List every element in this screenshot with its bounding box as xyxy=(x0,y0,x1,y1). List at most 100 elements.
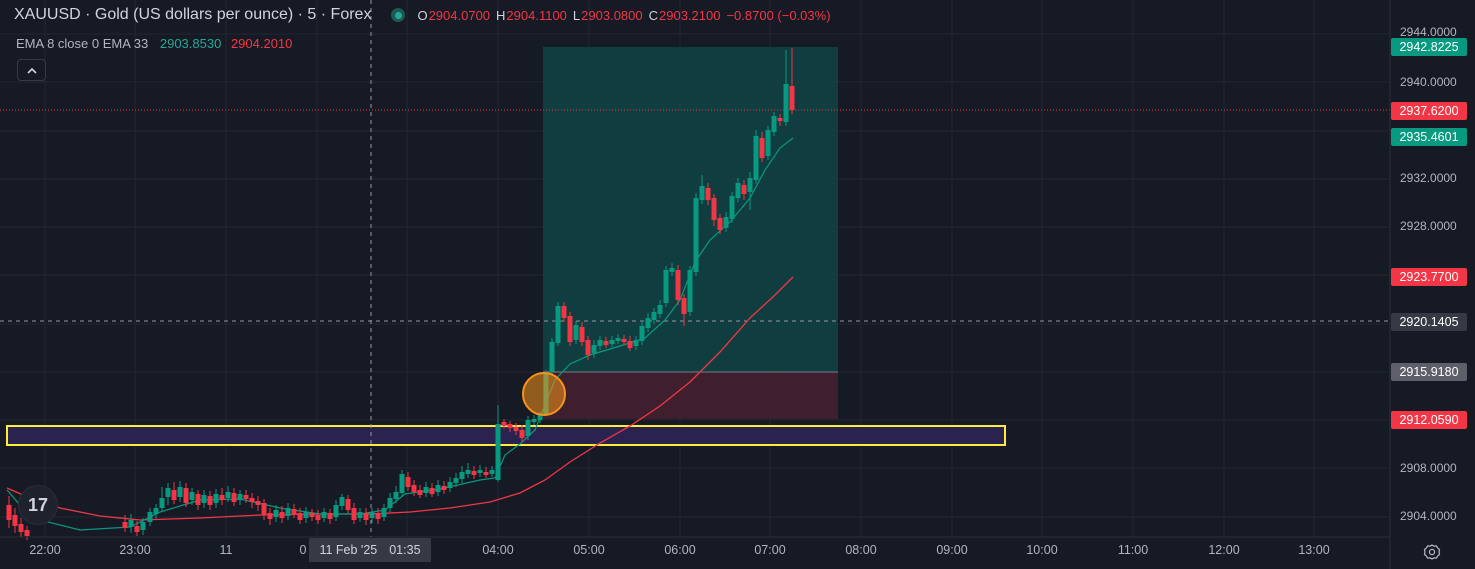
candle-body xyxy=(549,342,555,372)
time-label: 07:00 xyxy=(754,543,786,557)
candle xyxy=(18,518,24,537)
candle xyxy=(267,508,273,525)
price-tag-ema-fast: 2935.4601 xyxy=(1391,128,1467,146)
candle xyxy=(555,302,561,346)
candle xyxy=(255,496,261,511)
candle-body xyxy=(405,477,411,487)
candle-body xyxy=(723,217,729,228)
chevron-up-icon xyxy=(26,67,37,74)
candle-body xyxy=(435,485,441,492)
candle xyxy=(24,526,30,540)
candle-body xyxy=(285,508,291,516)
candle-body xyxy=(777,118,783,121)
candle-body xyxy=(585,340,591,355)
candle-body xyxy=(615,338,621,341)
candle xyxy=(303,507,309,523)
candle xyxy=(681,294,687,326)
tradingview-logo[interactable]: 17 xyxy=(18,485,58,525)
candle xyxy=(393,486,399,503)
candle xyxy=(435,480,441,496)
candle xyxy=(723,212,729,232)
candle-body xyxy=(693,198,699,272)
candle-body xyxy=(393,492,399,499)
candle-body xyxy=(381,508,387,517)
open-value: 2904.0700 xyxy=(428,7,491,23)
candle-body xyxy=(531,419,537,422)
candle-body xyxy=(447,482,453,488)
candle xyxy=(519,425,525,442)
candle-body xyxy=(309,513,315,517)
candle xyxy=(621,335,627,345)
price-tick: 2944.0000 xyxy=(1400,25,1457,39)
candle xyxy=(777,114,783,126)
candle-body xyxy=(783,84,789,122)
candle xyxy=(459,466,465,483)
candle-body xyxy=(711,198,717,220)
collapse-legend-button[interactable] xyxy=(17,59,46,81)
candle xyxy=(159,487,165,512)
candle xyxy=(399,470,405,497)
candle xyxy=(525,416,531,440)
candle-body xyxy=(417,490,423,495)
candle-body xyxy=(705,188,711,200)
candle-body xyxy=(339,497,345,506)
close-value: 2903.2100 xyxy=(659,7,721,23)
candle xyxy=(735,178,741,202)
candle-body xyxy=(501,422,507,426)
candle-body xyxy=(195,494,201,505)
candle xyxy=(369,508,375,523)
open-label: O xyxy=(417,7,428,23)
candle-body xyxy=(639,326,645,341)
indicator-legend[interactable]: EMA 8 close 0 EMA 33 2903.8530 2904.2010 xyxy=(16,36,292,51)
candle xyxy=(315,510,321,524)
entry-circle[interactable] xyxy=(522,372,566,416)
time-label: 05:00 xyxy=(573,543,605,557)
profit-target-zone[interactable] xyxy=(543,47,838,372)
candle-body xyxy=(351,508,357,520)
candle xyxy=(789,48,795,114)
candle xyxy=(759,132,765,162)
candle xyxy=(207,491,213,510)
time-label: 04:00 xyxy=(482,543,514,557)
candle xyxy=(339,494,345,510)
low-value: 2903.0800 xyxy=(581,7,643,23)
candle-body xyxy=(441,486,447,490)
candle xyxy=(615,334,621,344)
candle xyxy=(297,508,303,524)
price-tag-crosshair: 2920.1405 xyxy=(1391,313,1467,331)
market-status-icon xyxy=(391,8,406,22)
candle-body xyxy=(387,498,393,508)
candle xyxy=(153,504,159,519)
candle-body xyxy=(249,498,255,502)
candle xyxy=(747,172,753,210)
candle-body xyxy=(177,487,183,497)
stop-loss-zone[interactable] xyxy=(543,372,838,419)
candle-body xyxy=(237,494,243,500)
symbol-title[interactable]: XAUUSD · Gold (US dollars per ounce) · 5… xyxy=(14,6,372,23)
crosshair-clock: 01:35 xyxy=(389,543,421,557)
gear-icon[interactable] xyxy=(1423,543,1441,561)
ema-8-line xyxy=(6,137,794,531)
candle-body xyxy=(183,488,189,503)
candle-body xyxy=(345,499,351,510)
crosshair-time-label: 11 Feb '25 01:35 xyxy=(309,538,431,562)
candle xyxy=(591,340,597,358)
price-tick: 2932.0000 xyxy=(1400,171,1457,185)
candle xyxy=(405,472,411,491)
candle xyxy=(687,266,693,316)
support-zone[interactable] xyxy=(6,425,1006,446)
candle-body xyxy=(747,178,753,192)
candle-body xyxy=(567,316,573,342)
candle-body xyxy=(315,515,321,520)
candle-body xyxy=(213,494,219,503)
candlestick-series xyxy=(6,48,795,540)
candle-body xyxy=(741,185,747,194)
candle xyxy=(351,503,357,524)
candle xyxy=(639,322,645,345)
candle-body xyxy=(465,470,471,474)
candle-body xyxy=(12,515,18,526)
candle xyxy=(213,489,219,508)
candle-body xyxy=(573,325,579,340)
price-tick: 2904.0000 xyxy=(1400,509,1457,523)
